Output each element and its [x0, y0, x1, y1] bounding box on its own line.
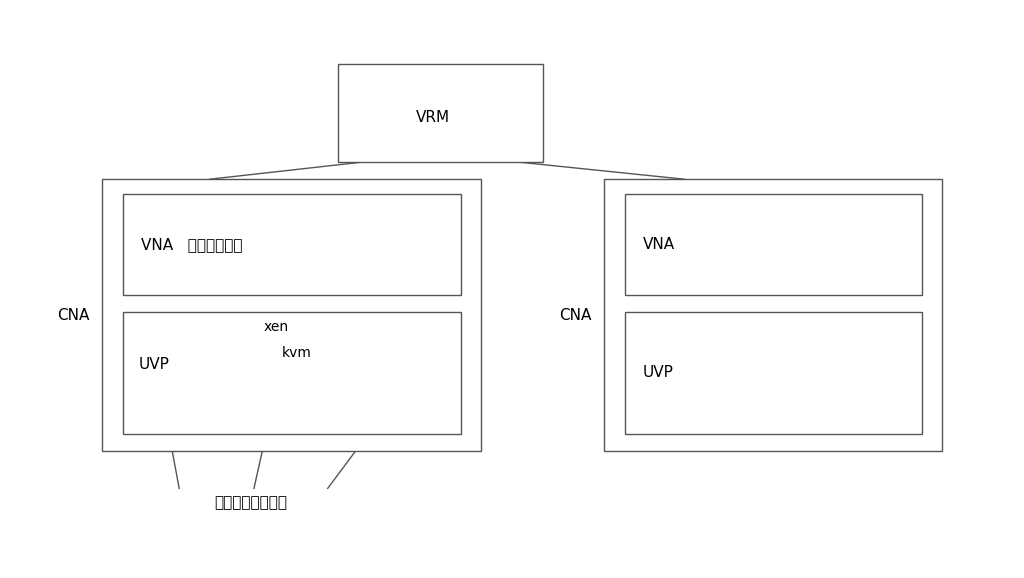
Bar [123, 312, 461, 434]
Bar [102, 179, 481, 451]
Text: 计算、存储、网络: 计算、存储、网络 [214, 495, 288, 510]
Text: UVP: UVP [138, 357, 169, 372]
Text: VNA: VNA [643, 237, 675, 251]
Bar [123, 194, 461, 295]
Bar [625, 194, 922, 295]
Bar [604, 179, 942, 451]
Bar [625, 312, 922, 434]
Text: CNA: CNA [57, 307, 90, 323]
Text: CNA: CNA [559, 307, 592, 323]
Text: VRM: VRM [416, 110, 450, 125]
Text: xen: xen [264, 320, 289, 334]
Text: VNA   虚拟节点代理: VNA 虚拟节点代理 [141, 237, 243, 251]
Text: kvm: kvm [282, 346, 312, 360]
Bar [338, 64, 543, 162]
Text: UVP: UVP [643, 365, 674, 380]
